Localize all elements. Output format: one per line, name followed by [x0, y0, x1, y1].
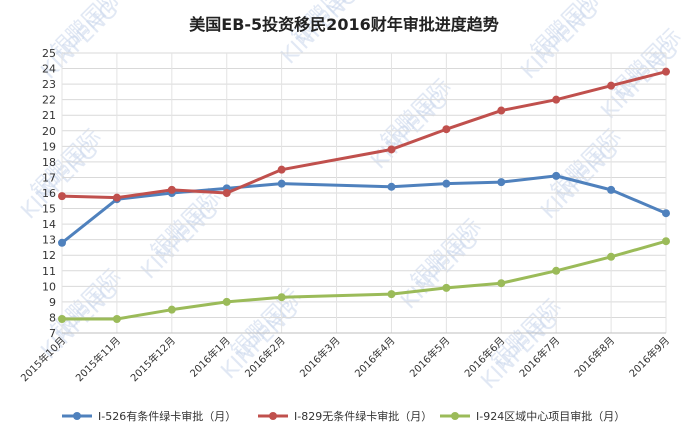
- chart-title: 美国EB-5投资移民2016财年审批进度趋势: [189, 15, 498, 34]
- legend-label: I-829无条件绿卡审批（月）: [294, 409, 432, 423]
- y-tick-label: 14: [42, 218, 56, 231]
- data-point: [662, 209, 670, 218]
- series-1: [58, 67, 670, 202]
- watermark-brand: KINPENG: [597, 37, 684, 124]
- data-point: [607, 252, 616, 261]
- y-tick-label: 24: [42, 63, 56, 76]
- data-point: [222, 189, 231, 197]
- x-tick-label: 2015年11月: [73, 334, 123, 384]
- data-point: [552, 171, 561, 180]
- data-point: [497, 106, 506, 115]
- y-tick-label: 8: [49, 311, 56, 324]
- data-point: [442, 179, 451, 188]
- data-point: [387, 290, 396, 299]
- data-point: [552, 266, 561, 275]
- legend-swatch-marker: [73, 412, 81, 420]
- y-tick-label: 23: [42, 78, 56, 91]
- data-point: [222, 297, 231, 306]
- y-axis-ticks: 7 8 9 10 11 12 13 14 15 16 17 18 19 20 21 22 23 24 25: [42, 47, 56, 340]
- data-point: [387, 182, 396, 191]
- y-tick-label: 15: [42, 203, 56, 216]
- data-point: [58, 315, 66, 323]
- data-point: [167, 185, 176, 194]
- y-tick-label: 13: [42, 234, 56, 247]
- data-point: [277, 165, 286, 174]
- series-layer: [58, 67, 670, 323]
- legend-swatch-marker: [451, 412, 459, 420]
- x-tick-label: 2016年4月: [352, 334, 398, 380]
- data-point: [662, 67, 670, 76]
- y-tick-label: 20: [42, 125, 56, 138]
- legend-item: I-829无条件绿卡审批（月）: [258, 409, 432, 423]
- data-point: [277, 179, 286, 188]
- data-point: [607, 81, 616, 90]
- y-tick-label: 22: [42, 94, 56, 107]
- data-point: [497, 178, 506, 187]
- watermark-brand: KINPENG: [17, 137, 104, 224]
- data-point: [277, 293, 286, 302]
- x-tick-label: 2016年5月: [407, 334, 453, 380]
- data-point: [112, 315, 121, 323]
- data-point: [58, 238, 66, 247]
- data-point: [58, 192, 66, 201]
- y-tick-label: 9: [49, 296, 56, 309]
- x-tick-label: 2016年9月: [626, 334, 672, 380]
- x-tick-label: 2015年12月: [128, 334, 178, 384]
- legend-label: I-924区域中心项目审批（月）: [476, 409, 625, 423]
- data-point: [442, 283, 451, 292]
- y-tick-label: 17: [42, 171, 56, 184]
- y-tick-label: 7: [49, 327, 56, 340]
- data-point: [662, 237, 670, 246]
- y-tick-label: 21: [42, 109, 56, 122]
- data-point: [112, 193, 121, 202]
- y-tick-label: 12: [42, 249, 56, 262]
- data-point: [387, 145, 396, 154]
- series-2: [58, 237, 670, 323]
- y-tick-label: 10: [42, 280, 56, 293]
- legend-swatch-marker: [269, 412, 277, 420]
- data-point: [167, 305, 176, 314]
- y-tick-label: 18: [42, 156, 56, 169]
- data-point: [607, 185, 616, 194]
- y-tick-label: 25: [42, 47, 56, 60]
- data-point: [552, 95, 561, 104]
- x-tick-label: 2016年8月: [571, 334, 617, 380]
- y-tick-label: 11: [42, 265, 56, 278]
- data-point: [442, 125, 451, 134]
- x-axis-ticks: 2015年10月 2015年11月 2015年12月 2016年1月 2016年2月 20…: [18, 334, 672, 384]
- legend-item: I-924区域中心项目审批（月）: [440, 409, 625, 423]
- legend-label: I-526有条件绿卡审批（月）: [98, 409, 236, 423]
- x-tick-label: 2016年3月: [297, 334, 343, 380]
- y-tick-label: 19: [42, 140, 56, 153]
- legend: I-526有条件绿卡审批（月） I-829无条件绿卡审批（月） I-924区域中心项…: [62, 409, 625, 423]
- data-point: [497, 279, 506, 288]
- grid-lines: [61, 52, 667, 334]
- legend-item: I-526有条件绿卡审批（月）: [62, 409, 236, 423]
- y-tick-label: 16: [42, 187, 56, 200]
